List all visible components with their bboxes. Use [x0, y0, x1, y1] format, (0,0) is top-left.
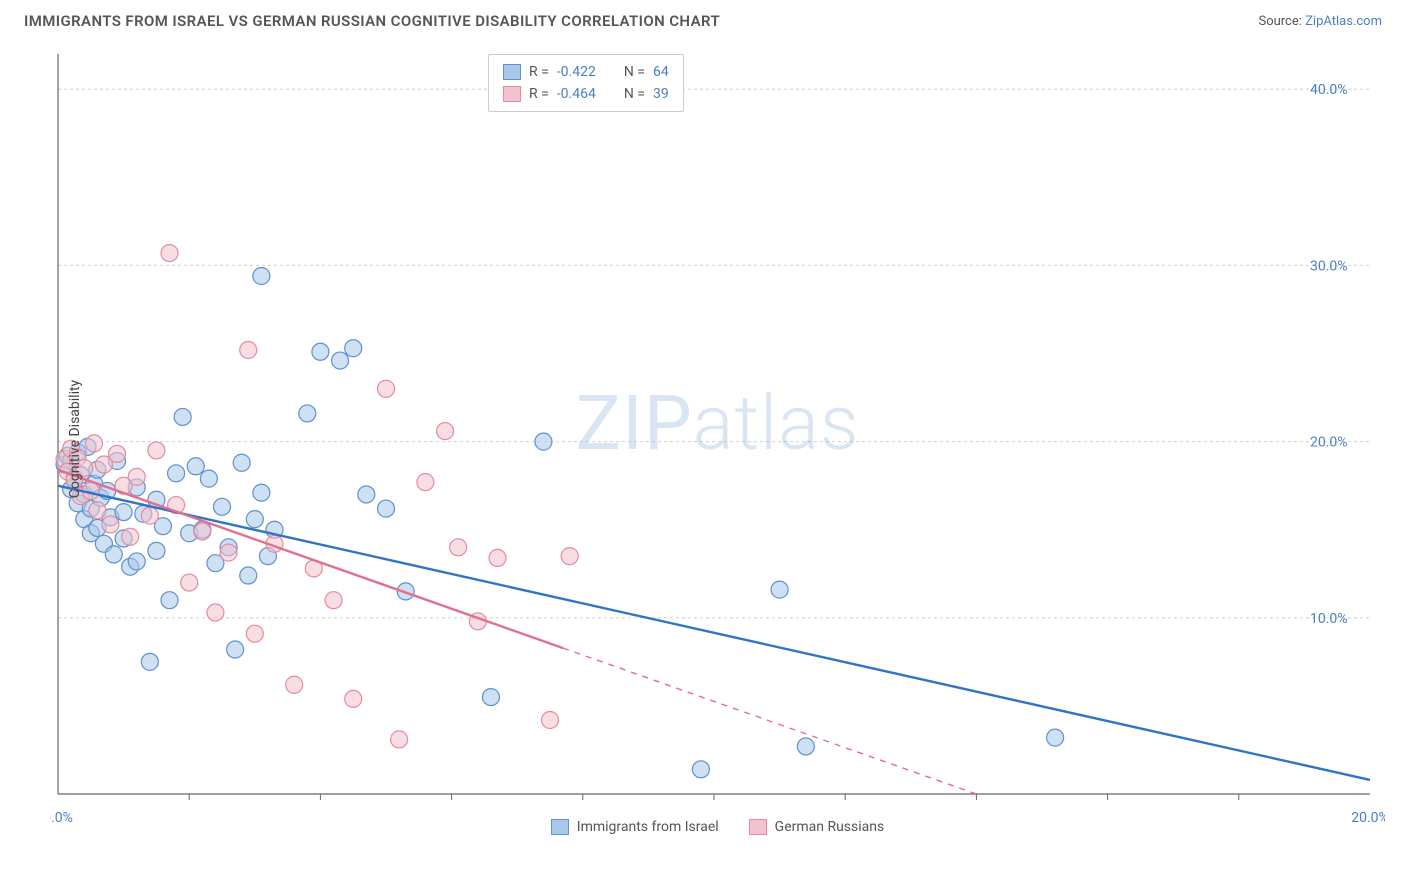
- data-point: [332, 352, 349, 369]
- legend-r-label: R =: [529, 83, 549, 105]
- data-point: [128, 468, 145, 485]
- data-point: [535, 433, 552, 450]
- legend-n-value: 39: [653, 83, 669, 105]
- legend-series-label: German Russians: [775, 819, 885, 835]
- legend-r-label: R =: [529, 61, 549, 83]
- data-point: [378, 380, 395, 397]
- source-link[interactable]: ZipAtlas.com: [1305, 14, 1382, 29]
- data-point: [286, 676, 303, 693]
- data-point: [122, 528, 139, 545]
- data-point: [378, 500, 395, 517]
- legend-series-item: German Russians: [749, 819, 885, 835]
- data-point: [692, 761, 709, 778]
- data-point: [1047, 729, 1064, 746]
- data-point: [345, 340, 362, 357]
- legend-series: Immigrants from Israel German Russians: [50, 819, 1385, 835]
- scatter-chart: 10.0%20.0%30.0%40.0%0.0%20.0%: [50, 46, 1385, 831]
- data-point: [109, 445, 126, 462]
- svg-text:40.0%: 40.0%: [1310, 82, 1348, 98]
- source-prefix: Source:: [1258, 14, 1305, 29]
- data-point: [141, 653, 158, 670]
- legend-n-label: N =: [624, 61, 645, 83]
- svg-text:10.0%: 10.0%: [1310, 611, 1348, 627]
- data-point: [187, 458, 204, 475]
- data-point: [299, 405, 316, 422]
- data-point: [345, 690, 362, 707]
- data-point: [233, 454, 250, 471]
- data-point: [161, 245, 178, 262]
- data-point: [168, 465, 185, 482]
- data-point: [220, 544, 237, 561]
- svg-text:30.0%: 30.0%: [1310, 258, 1348, 274]
- data-point: [200, 470, 217, 487]
- legend-n-value: 64: [653, 61, 669, 83]
- data-point: [253, 484, 270, 501]
- data-point: [482, 689, 499, 706]
- data-point: [207, 604, 224, 621]
- header-bar: IMMIGRANTS FROM ISRAEL VS GERMAN RUSSIAN…: [0, 0, 1406, 34]
- data-point: [542, 712, 559, 729]
- chart-title: IMMIGRANTS FROM ISRAEL VS GERMAN RUSSIAN…: [24, 12, 720, 30]
- data-point: [86, 435, 103, 452]
- data-point: [128, 553, 145, 570]
- chart-container: Cognitive Disability ZIPatlas 10.0%20.0%…: [50, 46, 1385, 831]
- data-point: [141, 507, 158, 524]
- svg-text:20.0%: 20.0%: [1310, 435, 1348, 451]
- data-point: [797, 738, 814, 755]
- legend-series-item: Immigrants from Israel: [551, 819, 719, 835]
- data-point: [771, 581, 788, 598]
- legend-swatch: [503, 64, 521, 80]
- legend-swatch: [503, 86, 521, 102]
- data-point: [358, 486, 375, 503]
- data-point: [227, 641, 244, 658]
- data-point: [489, 549, 506, 566]
- regression-line-extrapolated: [563, 648, 976, 794]
- data-point: [312, 343, 329, 360]
- data-point: [194, 523, 211, 540]
- y-axis-label: Cognitive Disability: [67, 379, 83, 497]
- data-point: [417, 474, 434, 491]
- legend-swatch: [749, 819, 767, 835]
- data-point: [115, 504, 132, 521]
- data-point: [437, 423, 454, 440]
- data-point: [561, 548, 578, 565]
- data-point: [181, 574, 198, 591]
- data-point: [148, 442, 165, 459]
- legend-r-value: -0.464: [557, 83, 596, 105]
- data-point: [253, 268, 270, 285]
- data-point: [240, 567, 257, 584]
- data-point: [246, 511, 263, 528]
- data-point: [391, 731, 408, 748]
- data-point: [102, 516, 119, 533]
- legend-r-value: -0.422: [557, 61, 596, 83]
- data-point: [240, 342, 257, 359]
- data-point: [246, 625, 263, 642]
- legend-series-label: Immigrants from Israel: [577, 819, 719, 835]
- data-point: [89, 502, 106, 519]
- legend-stats-row: R = -0.422 N = 64: [503, 61, 669, 83]
- legend-n-label: N =: [624, 83, 645, 105]
- data-point: [148, 542, 165, 559]
- legend-stats-row: R = -0.464 N = 39: [503, 83, 669, 105]
- data-point: [174, 408, 191, 425]
- data-point: [161, 592, 178, 609]
- data-point: [325, 592, 342, 609]
- data-point: [214, 498, 231, 515]
- legend-stats-box: R = -0.422 N = 64 R = -0.464 N = 39: [488, 54, 684, 112]
- data-point: [450, 539, 467, 556]
- source-attribution: Source: ZipAtlas.com: [1258, 14, 1382, 29]
- legend-swatch: [551, 819, 569, 835]
- data-point: [105, 546, 122, 563]
